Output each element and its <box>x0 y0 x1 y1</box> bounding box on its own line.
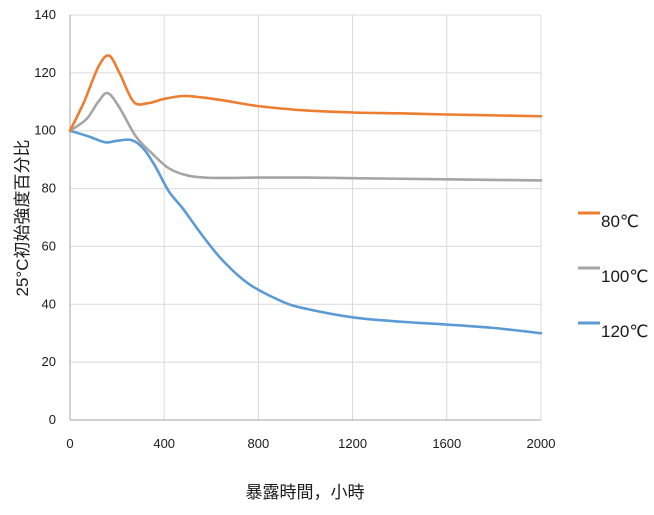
y-tick-label: 100 <box>34 123 56 138</box>
x-tick-label: 400 <box>153 436 175 451</box>
y-tick-label: 40 <box>42 296 56 311</box>
axes <box>69 15 541 421</box>
series-lines <box>68 54 543 335</box>
legend: 80℃ 100℃ 120℃ <box>578 211 648 341</box>
legend-label-1: 100℃ <box>601 267 648 286</box>
series-line-1 <box>68 91 543 182</box>
y-axis-label: 25°C初始強度百分比 <box>13 140 32 297</box>
y-tick-label: 0 <box>49 412 56 427</box>
legend-label-0: 80℃ <box>601 212 639 231</box>
y-tick-label: 20 <box>42 354 56 369</box>
x-axis-label: 暴露時間，小時 <box>246 483 365 502</box>
y-tick-label: 120 <box>34 65 56 80</box>
x-tick-label: 2000 <box>527 436 556 451</box>
y-tick-label: 60 <box>42 238 56 253</box>
gridlines <box>70 14 542 420</box>
x-tick-label: 1200 <box>338 436 367 451</box>
x-tick-label: 1600 <box>432 436 461 451</box>
x-tick-label: 0 <box>66 436 73 451</box>
y-tick-label: 140 <box>34 7 56 22</box>
series-line-2 <box>68 129 543 335</box>
series-line-0 <box>68 54 543 133</box>
legend-label-2: 120℃ <box>601 322 648 341</box>
tick-labels: 0 20 40 60 80 100 120 140 0 400 800 1200 1600 2000 <box>34 7 555 451</box>
y-tick-label: 80 <box>42 181 56 196</box>
x-tick-label: 800 <box>248 436 270 451</box>
